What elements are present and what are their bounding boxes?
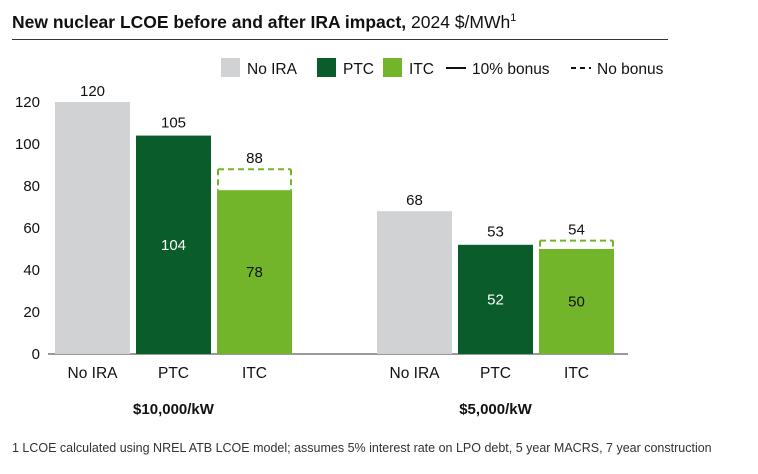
x-category-label: ITC <box>564 365 589 382</box>
group-label: $5,000/kW <box>459 401 532 418</box>
bar-itc <box>217 190 292 354</box>
legend-label: 10% bonus <box>472 61 550 78</box>
chart-title-bold: New nuclear LCOE before and after IRA im… <box>12 12 407 32</box>
data-label-inner: 104 <box>161 237 186 254</box>
chart-legend: No IRA PTC ITC 10% bonus No bonus <box>221 58 664 78</box>
title-divider <box>12 39 668 40</box>
bar-itc <box>539 249 614 354</box>
y-tick-label: 20 <box>23 304 40 321</box>
chart-title-unit: 2024 $/MWh <box>406 12 511 32</box>
data-label-inner: 52 <box>487 291 504 308</box>
y-tick-label: 80 <box>23 178 40 195</box>
x-category-label: PTC <box>158 365 189 382</box>
x-category-label: PTC <box>480 365 511 382</box>
bars-layer <box>55 102 614 354</box>
bar-no-ira <box>55 102 130 354</box>
chart-title: New nuclear LCOE before and after IRA im… <box>12 12 516 33</box>
y-tick-label: 120 <box>15 94 40 111</box>
x-category-label: No IRA <box>68 365 119 382</box>
data-label-no-bonus: 54 <box>568 222 585 239</box>
labels-layer: 120 No IRA 105 104 PTC 88 78 ITC $10,000/kW 68 No … <box>68 83 589 418</box>
y-tick-label: 100 <box>15 136 40 153</box>
data-label-no-bonus: 105 <box>161 115 186 132</box>
data-label-no-bonus: 88 <box>246 150 263 167</box>
chart-title-superscript: 1 <box>510 12 517 25</box>
bar-no-ira <box>377 211 452 354</box>
data-label-no-bonus: 53 <box>487 224 504 241</box>
data-label-top: 68 <box>406 192 423 209</box>
legend-swatch <box>383 58 402 77</box>
legend-label: No IRA <box>247 61 298 78</box>
bar-ptc <box>458 244 533 354</box>
data-label-top: 120 <box>80 83 105 100</box>
legend-swatch <box>221 58 240 77</box>
legend-label: PTC <box>343 61 374 78</box>
legend-label: ITC <box>409 61 434 78</box>
data-label-inner: 78 <box>246 264 263 281</box>
y-tick-label: 0 <box>32 346 40 363</box>
data-label-inner: 50 <box>568 294 585 311</box>
bar-ptc <box>136 135 211 354</box>
y-tick-label: 40 <box>23 262 40 279</box>
x-category-label: No IRA <box>390 365 441 382</box>
legend-swatch <box>317 58 336 77</box>
y-tick-label: 60 <box>23 220 40 237</box>
footnote: 1 LCOE calculated using NREL ATB LCOE mo… <box>12 441 712 455</box>
legend-label: No bonus <box>597 61 664 78</box>
x-category-label: ITC <box>242 365 267 382</box>
group-label: $10,000/kW <box>133 401 215 418</box>
